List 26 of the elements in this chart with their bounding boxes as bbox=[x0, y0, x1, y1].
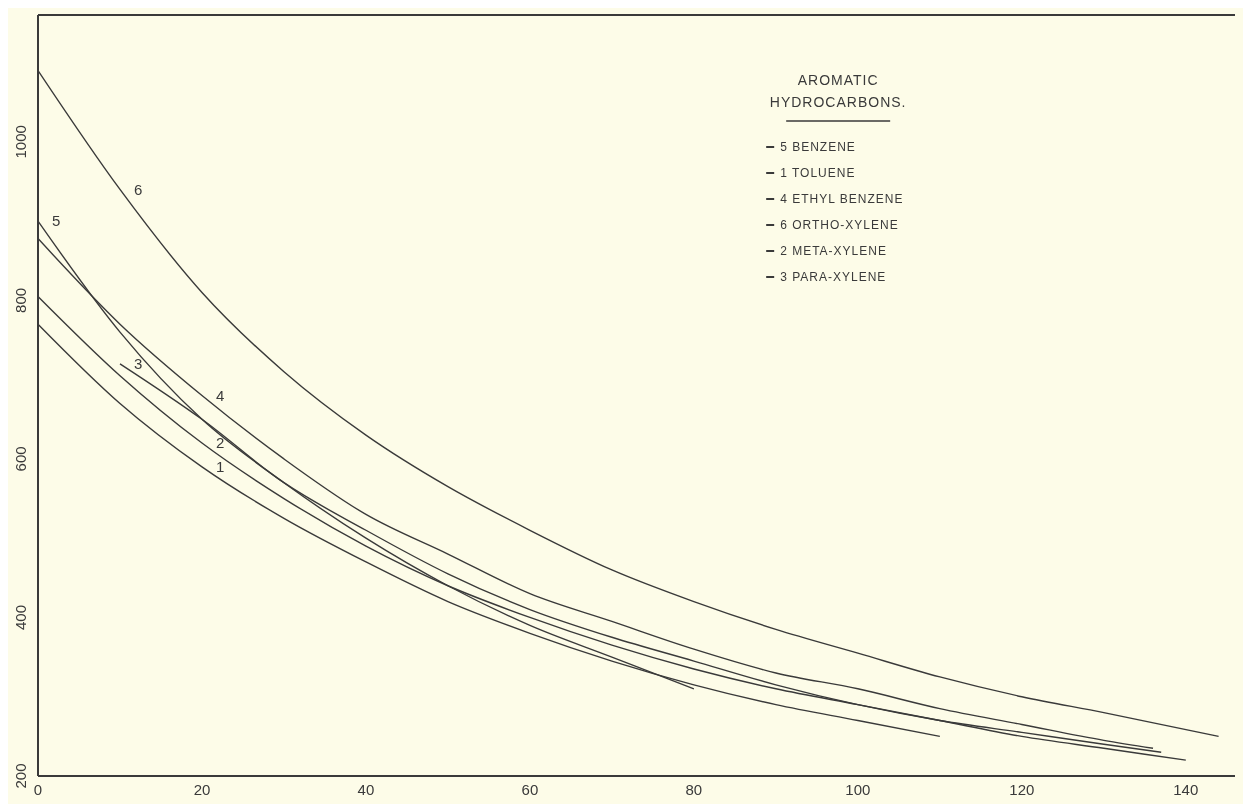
annotation: 4 bbox=[215, 386, 225, 404]
x-tick-label: 120 bbox=[1009, 780, 1035, 798]
legend-label: 4 ETHYL BENZENE bbox=[780, 192, 904, 206]
x-tick-label: 0 bbox=[33, 780, 43, 798]
legend-label: 5 BENZENE bbox=[780, 140, 856, 154]
x-tick-label: 80 bbox=[685, 780, 703, 798]
x-tick-label: 140 bbox=[1173, 780, 1199, 798]
legend-label: 6 ORTHO-XYLENE bbox=[780, 218, 899, 232]
x-tick-label: 40 bbox=[357, 780, 375, 798]
x-tick-label: 20 bbox=[193, 780, 211, 798]
x-tick-label: 60 bbox=[521, 780, 539, 798]
annotation: 5 bbox=[52, 212, 61, 230]
legend-title: AROMATIC HYDROCARBONS. bbox=[769, 72, 907, 110]
x-tick-label: 100 bbox=[845, 780, 871, 798]
annotation: 2 bbox=[215, 434, 225, 452]
annotation: 3 bbox=[133, 355, 143, 373]
y-tick-label: 1000 bbox=[12, 125, 29, 159]
legend-label: 3 PARA-XYLENE bbox=[780, 270, 887, 284]
annotation: 6 bbox=[133, 180, 143, 198]
legend-label: 2 META-XYLENE bbox=[780, 244, 887, 258]
y-tick-label: 400 bbox=[12, 604, 29, 630]
annotation: 1 bbox=[215, 458, 225, 476]
y-tick-label: 200 bbox=[12, 763, 29, 789]
y-tick-label: 800 bbox=[12, 287, 29, 313]
legend-label: 1 TOLUENE bbox=[780, 166, 856, 180]
y-tick-label: 600 bbox=[12, 446, 29, 472]
